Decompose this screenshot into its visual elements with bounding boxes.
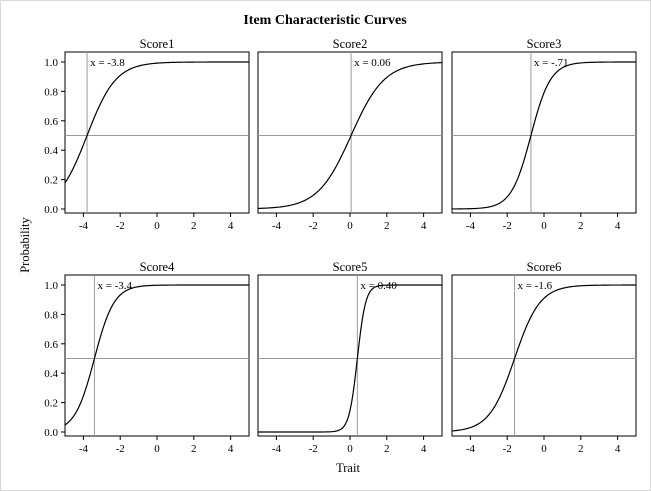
panel-title: Score4	[140, 260, 175, 274]
x-tick-label: 4	[421, 443, 427, 455]
x-tick-label: 4	[228, 220, 234, 232]
panel-6: Score6 x = -1.6 -4 -2 0 2 4	[451, 260, 637, 455]
panel-2: Score2 x = 0.06 -4 -2 0 2 4	[257, 37, 443, 232]
x-tick-label: -4	[79, 443, 89, 455]
icc-curve	[258, 284, 442, 433]
x-axis-label: Trait	[336, 461, 360, 475]
panel-title: Score6	[527, 260, 562, 274]
x-tick-label: -2	[503, 220, 512, 232]
x-tick-label: -4	[272, 220, 282, 232]
x-tick-label: 4	[615, 220, 621, 232]
panel-frame	[64, 51, 250, 214]
x-tick-label: -4	[466, 220, 476, 232]
icc-curve	[451, 61, 636, 210]
y-tick-label: 0.4	[44, 368, 58, 380]
x-tick-label: 0	[154, 443, 160, 455]
panel-5: Score5 x = 0.40 -4 -2 0 2 4	[257, 260, 443, 455]
y-tick-label: 0.6	[44, 339, 58, 351]
x-tick-label: -2	[116, 443, 125, 455]
x-tick-label: 2	[191, 220, 197, 232]
threshold-annotation: x = 0.06	[354, 57, 391, 69]
x-tick-label: -4	[272, 443, 282, 455]
threshold-annotation: x = -.71	[534, 57, 569, 69]
panel-frame	[451, 51, 637, 214]
x-tick-label: 2	[578, 220, 584, 232]
panel-1: Score1 x = -3.8 -4 -2 0 2 4 0.0 0.2 0.4 0.6 0.8 1.0	[44, 37, 250, 232]
panel-frame	[451, 274, 637, 437]
y-tick-label: 0.0	[44, 204, 58, 216]
y-tick-label: 0.4	[44, 145, 58, 157]
x-tick-label: 2	[191, 443, 197, 455]
threshold-annotation: x = -3.8	[90, 57, 125, 69]
panel-title: Score3	[527, 37, 562, 51]
x-tick-label: 0	[347, 443, 353, 455]
icc-curve	[257, 62, 443, 210]
x-tick-label: 4	[615, 443, 621, 455]
x-tick-label: 0	[347, 220, 353, 232]
threshold-annotation: x = -3.4	[97, 280, 132, 292]
panel-title: Score5	[333, 260, 368, 274]
x-tick-label: -4	[79, 220, 89, 232]
threshold-annotation: x = -1.6	[518, 280, 553, 292]
x-tick-label: 4	[421, 220, 427, 232]
x-tick-label: 0	[541, 443, 547, 455]
x-tick-label: 0	[154, 220, 160, 232]
y-tick-label: 0.0	[44, 427, 58, 439]
y-axis-label: Probability	[18, 216, 32, 272]
x-tick-label: 2	[384, 220, 390, 232]
y-tick-label: 0.8	[44, 86, 58, 98]
panel-frame	[257, 51, 443, 214]
panel-3: Score3 x = -.71 -4 -2 0 2 4	[451, 37, 637, 232]
threshold-annotation: x = 0.40	[360, 280, 397, 292]
x-tick-label: -2	[309, 443, 318, 455]
panel-title: Score2	[333, 37, 368, 51]
x-tick-label: 2	[384, 443, 390, 455]
x-tick-label: -2	[503, 443, 512, 455]
y-tick-label: 0.2	[44, 398, 58, 410]
x-tick-label: 2	[578, 443, 584, 455]
y-tick-label: 1.0	[44, 57, 58, 69]
chart-title: Item Characteristic Curves	[243, 13, 407, 28]
panel-4: Score4 x = -3.4 -4 -2 0 2 4 0.0 0.2 0.4 0.6 0.8 1.0	[44, 260, 250, 455]
y-tick-label: 0.6	[44, 116, 58, 128]
x-tick-label: -4	[466, 443, 476, 455]
y-tick-label: 0.8	[44, 309, 58, 321]
panel-frame	[64, 274, 250, 437]
y-tick-label: 1.0	[44, 280, 58, 292]
y-tick-label: 0.2	[44, 175, 58, 187]
panel-title: Score1	[140, 37, 175, 51]
icc-curve	[64, 284, 249, 426]
icc-curve	[64, 61, 249, 184]
x-tick-label: -2	[116, 220, 125, 232]
x-tick-label: 4	[228, 443, 234, 455]
x-tick-label: -2	[309, 220, 318, 232]
icc-curve	[451, 284, 636, 432]
x-tick-label: 0	[541, 220, 547, 232]
